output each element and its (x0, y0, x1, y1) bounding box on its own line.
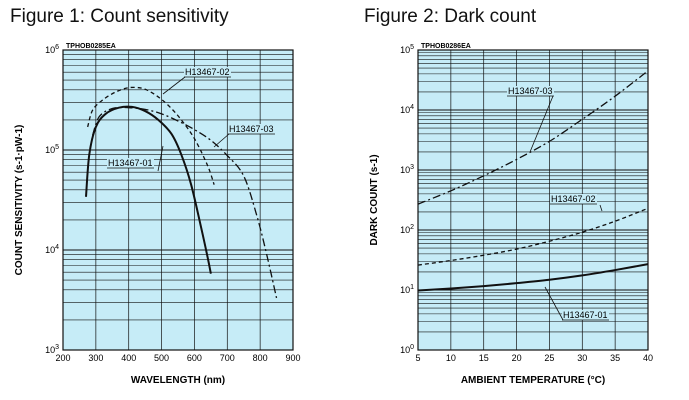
plot-area (63, 50, 293, 350)
x-tick-label: 10 (446, 353, 456, 363)
series-label-h13467-02: H13467-02 (551, 194, 596, 204)
y-tick-label: 103 (400, 164, 414, 175)
series-label-bg (562, 310, 609, 320)
x-tick-label: 20 (512, 353, 522, 363)
plot-frame (417, 49, 649, 351)
x-axis-label: AMBIENT TEMPERATURE (°C) (461, 375, 605, 386)
series-label-leader (529, 95, 554, 153)
x-tick-label: 300 (88, 353, 103, 363)
x-tick-label: 25 (544, 353, 554, 363)
series-label-bg (550, 194, 597, 204)
series-line-h13467-01 (417, 263, 649, 292)
series-line-h13467-03 (91, 106, 278, 299)
series-label-leader (544, 286, 564, 321)
plot-frame (62, 49, 294, 351)
x-tick-label: 600 (187, 353, 202, 363)
x-tick-label: 5 (415, 353, 420, 363)
figure1-title: Figure 1: Count sensitivity (10, 6, 229, 27)
x-tick-label: 40 (643, 353, 653, 363)
x-tick-label: 500 (154, 353, 169, 363)
y-axis-label: COUNT SENSITIVITY (s-1·pW-1) (14, 125, 25, 276)
series-label-leader (162, 76, 186, 95)
x-tick-label: 30 (577, 353, 587, 363)
series-label-leader (599, 204, 603, 212)
y-tick-label: 105 (400, 44, 414, 55)
chart-code: TPHOB0285EA (66, 43, 116, 50)
series-label-h13467-02: H13467-02 (185, 67, 230, 77)
series-label-bg (228, 124, 275, 134)
series-label-bg (107, 158, 154, 168)
series-line-h13467-02 (87, 86, 215, 185)
chart-2: TPHOB0286EA 5 10 15 20 25 30 35 40 100 101 102 103 10… (369, 43, 653, 386)
series-line-h13467-02 (417, 207, 649, 266)
series-label-bg (507, 86, 554, 96)
series-label-bg (184, 67, 231, 77)
x-tick-label: 400 (121, 353, 136, 363)
x-tick-label: 35 (610, 353, 620, 363)
series-label-h13467-03: H13467-03 (508, 86, 553, 96)
y-tick-label: 101 (400, 284, 414, 295)
x-tick-label: 800 (253, 353, 268, 363)
x-tick-label: 200 (55, 353, 70, 363)
y-tick-label: 104 (400, 104, 414, 115)
x-tick-label: 700 (220, 353, 235, 363)
y-axis-label: DARK COUNT (s-1) (369, 154, 380, 245)
plot-area (418, 50, 648, 350)
x-tick-label: 15 (479, 353, 489, 363)
y-tick-label: 104 (45, 244, 59, 255)
series-line-h13467-01 (85, 105, 212, 274)
series-label-leader (157, 145, 164, 172)
y-tick-label: 100 (400, 344, 414, 355)
y-tick-label: 103 (45, 344, 59, 355)
series-label-h13467-01: H13467-01 (563, 310, 608, 320)
series-label-leader (213, 133, 230, 148)
series-label-h13467-03: H13467-03 (229, 124, 274, 134)
y-tick-label: 106 (45, 44, 59, 55)
chart-code: TPHOB0286EA (421, 43, 471, 50)
y-tick-label: 102 (400, 224, 414, 235)
series-label-h13467-01: H13467-01 (108, 158, 153, 168)
x-axis-label: WAVELENGTH (nm) (131, 375, 225, 386)
y-tick-label: 105 (45, 144, 59, 155)
series-line-h13467-03 (417, 70, 649, 205)
x-tick-label: 900 (285, 353, 300, 363)
chart-1: TPHOB0285EA 200 300 400 500 600 700 800 900 103 10… (14, 43, 301, 386)
figure2-title: Figure 2: Dark count (364, 6, 537, 27)
